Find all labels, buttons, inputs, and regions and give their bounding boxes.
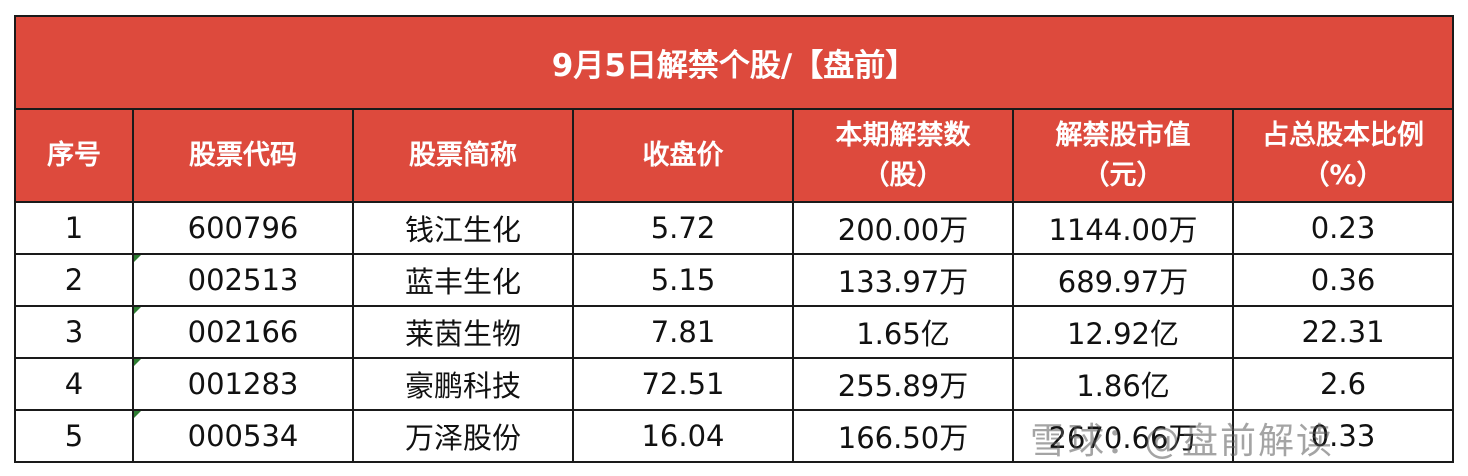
- table-header-row: 序号 股票代码 股票简称 收盘价 本期解禁数 （股） 解禁股市值 （元） 占总股…: [14, 108, 1455, 203]
- cell-unlock-value: 2670.66万: [1012, 409, 1234, 463]
- text-number-marker-icon: [134, 359, 141, 366]
- table-title-row: 9月5日解禁个股/【盘前】: [13, 15, 1455, 110]
- table-row: 3 002166 莱茵生物 7.81 1.65亿 12.92亿 22.31: [14, 305, 1455, 359]
- header-stock-code: 股票代码: [132, 108, 354, 203]
- cell-unlock-value: 12.92亿: [1012, 305, 1234, 359]
- table-row: 5 000534 万泽股份 16.04 166.50万 2670.66万 0.3…: [14, 409, 1455, 463]
- cell-stock-code: 001283: [132, 357, 354, 411]
- cell-stock-code: 600796: [132, 201, 354, 255]
- header-unit: （元）: [1082, 159, 1164, 191]
- table-row: 2 002513 蓝丰生化 5.15 133.97万 689.97万 0.36: [14, 253, 1455, 307]
- header-label: 解禁股市值: [1055, 119, 1191, 151]
- cell-stock-name: 莱茵生物: [352, 305, 574, 359]
- header-close-price: 收盘价: [572, 108, 794, 203]
- header-label: 股票简称: [409, 139, 517, 171]
- text-number-marker-icon: [134, 411, 141, 418]
- stock-code-text: 000534: [187, 419, 299, 453]
- header-share-ratio: 占总股本比例 （%）: [1231, 108, 1455, 203]
- unlock-stocks-table: 9月5日解禁个股/【盘前】 序号 股票代码 股票简称 收盘价 本期解禁数 （股）…: [13, 15, 1455, 463]
- cell-close-price: 5.72: [572, 201, 794, 255]
- cell-close-price: 72.51: [572, 357, 794, 411]
- cell-share-ratio: 0.33: [1231, 409, 1455, 463]
- header-label: 占总股本比例: [1262, 119, 1425, 151]
- header-stock-name: 股票简称: [352, 108, 574, 203]
- cell-unlock-value: 689.97万: [1012, 253, 1234, 307]
- cell-index: 3: [14, 305, 134, 359]
- header-unlock-value: 解禁股市值 （元）: [1012, 108, 1234, 203]
- cell-unlock-shares: 255.89万: [792, 357, 1014, 411]
- cell-close-price: 5.15: [572, 253, 794, 307]
- header-label: 本期解禁数: [835, 119, 971, 151]
- cell-close-price: 16.04: [572, 409, 794, 463]
- cell-unlock-value: 1144.00万: [1012, 201, 1234, 255]
- header-label: 收盘价: [642, 139, 724, 171]
- cell-stock-name: 钱江生化: [352, 201, 574, 255]
- cell-share-ratio: 0.36: [1231, 253, 1455, 307]
- cell-unlock-shares: 133.97万: [792, 253, 1014, 307]
- cell-unlock-shares: 1.65亿: [792, 305, 1014, 359]
- table-title: 9月5日解禁个股/【盘前】: [13, 15, 1455, 110]
- cell-share-ratio: 2.6: [1231, 357, 1455, 411]
- cell-stock-name: 万泽股份: [352, 409, 574, 463]
- cell-index: 1: [14, 201, 134, 255]
- header-label: 序号: [47, 139, 101, 171]
- cell-stock-name: 豪鹏科技: [352, 357, 574, 411]
- cell-unlock-value: 1.86亿: [1012, 357, 1234, 411]
- cell-unlock-shares: 200.00万: [792, 201, 1014, 255]
- cell-index: 2: [14, 253, 134, 307]
- table-row: 1 600796 钱江生化 5.72 200.00万 1144.00万 0.23: [14, 201, 1455, 255]
- cell-stock-code: 002166: [132, 305, 354, 359]
- cell-share-ratio: 22.31: [1231, 305, 1455, 359]
- cell-index: 4: [14, 357, 134, 411]
- stock-code-text: 002513: [187, 263, 299, 297]
- cell-unlock-shares: 166.50万: [792, 409, 1014, 463]
- cell-stock-name: 蓝丰生化: [352, 253, 574, 307]
- header-label: 股票代码: [189, 139, 297, 171]
- text-number-marker-icon: [134, 255, 141, 262]
- cell-close-price: 7.81: [572, 305, 794, 359]
- header-unit: （%）: [1302, 159, 1384, 191]
- cell-stock-code: 002513: [132, 253, 354, 307]
- stock-code-text: 001283: [187, 367, 299, 401]
- cell-index: 5: [14, 409, 134, 463]
- header-unit: （股）: [862, 159, 944, 191]
- cell-share-ratio: 0.23: [1231, 201, 1455, 255]
- header-index: 序号: [14, 108, 134, 203]
- stock-code-text: 002166: [187, 315, 299, 349]
- table-row: 4 001283 豪鹏科技 72.51 255.89万 1.86亿 2.6: [14, 357, 1455, 411]
- text-number-marker-icon: [134, 307, 141, 314]
- header-unlock-shares: 本期解禁数 （股）: [792, 108, 1014, 203]
- cell-stock-code: 000534: [132, 409, 354, 463]
